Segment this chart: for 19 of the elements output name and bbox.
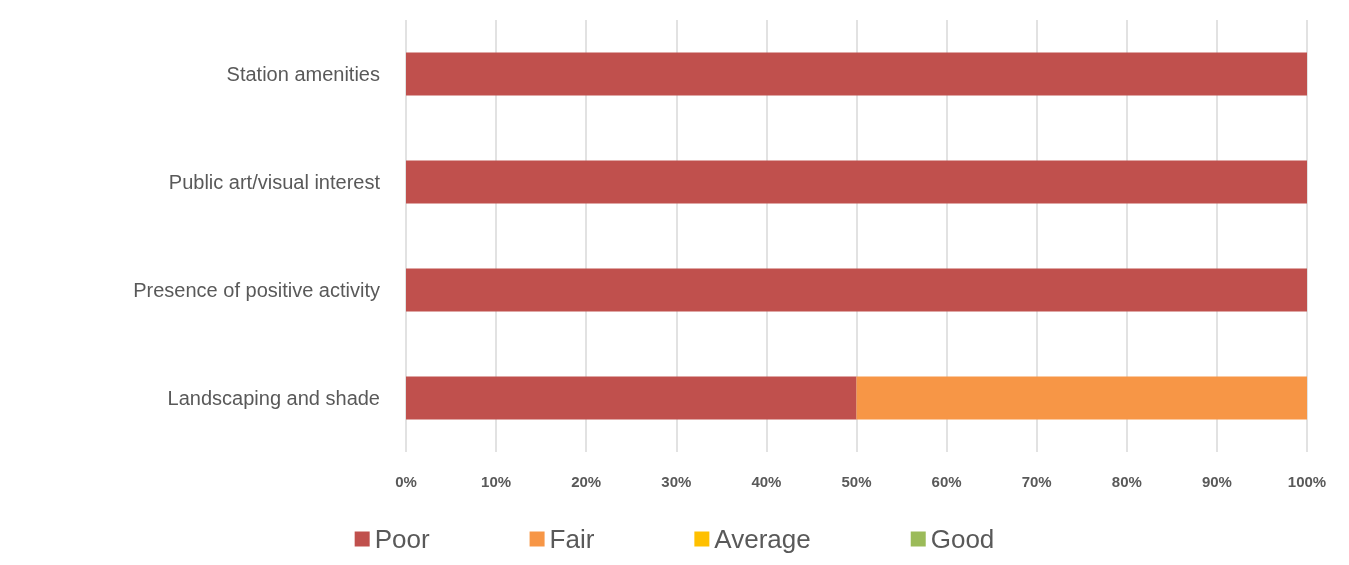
- x-tick-label: 70%: [1021, 473, 1052, 490]
- x-tick-label: 90%: [1201, 473, 1232, 490]
- x-tick-label: 20%: [571, 473, 602, 490]
- x-tick-label: 40%: [751, 473, 782, 490]
- x-tick-label: 10%: [481, 473, 512, 490]
- y-tick-label: Station amenities: [226, 63, 380, 85]
- legend-label: Fair: [549, 524, 595, 554]
- x-tick-label: 30%: [661, 473, 692, 490]
- x-tick-label: 100%: [1287, 473, 1327, 490]
- x-tick-label: 0%: [395, 473, 417, 490]
- x-tick-label: 80%: [1111, 473, 1142, 490]
- legend-label: Good: [930, 524, 995, 554]
- legend-label: Average: [714, 524, 811, 554]
- x-tick-label: 60%: [931, 473, 962, 490]
- x-tick-label: 50%: [841, 473, 872, 490]
- y-tick-label: Landscaping and shade: [167, 387, 380, 409]
- legend-label: Poor: [374, 524, 430, 554]
- y-tick-label: Public art/visual interest: [168, 171, 381, 193]
- y-tick-label: Presence of positive activity: [133, 279, 380, 301]
